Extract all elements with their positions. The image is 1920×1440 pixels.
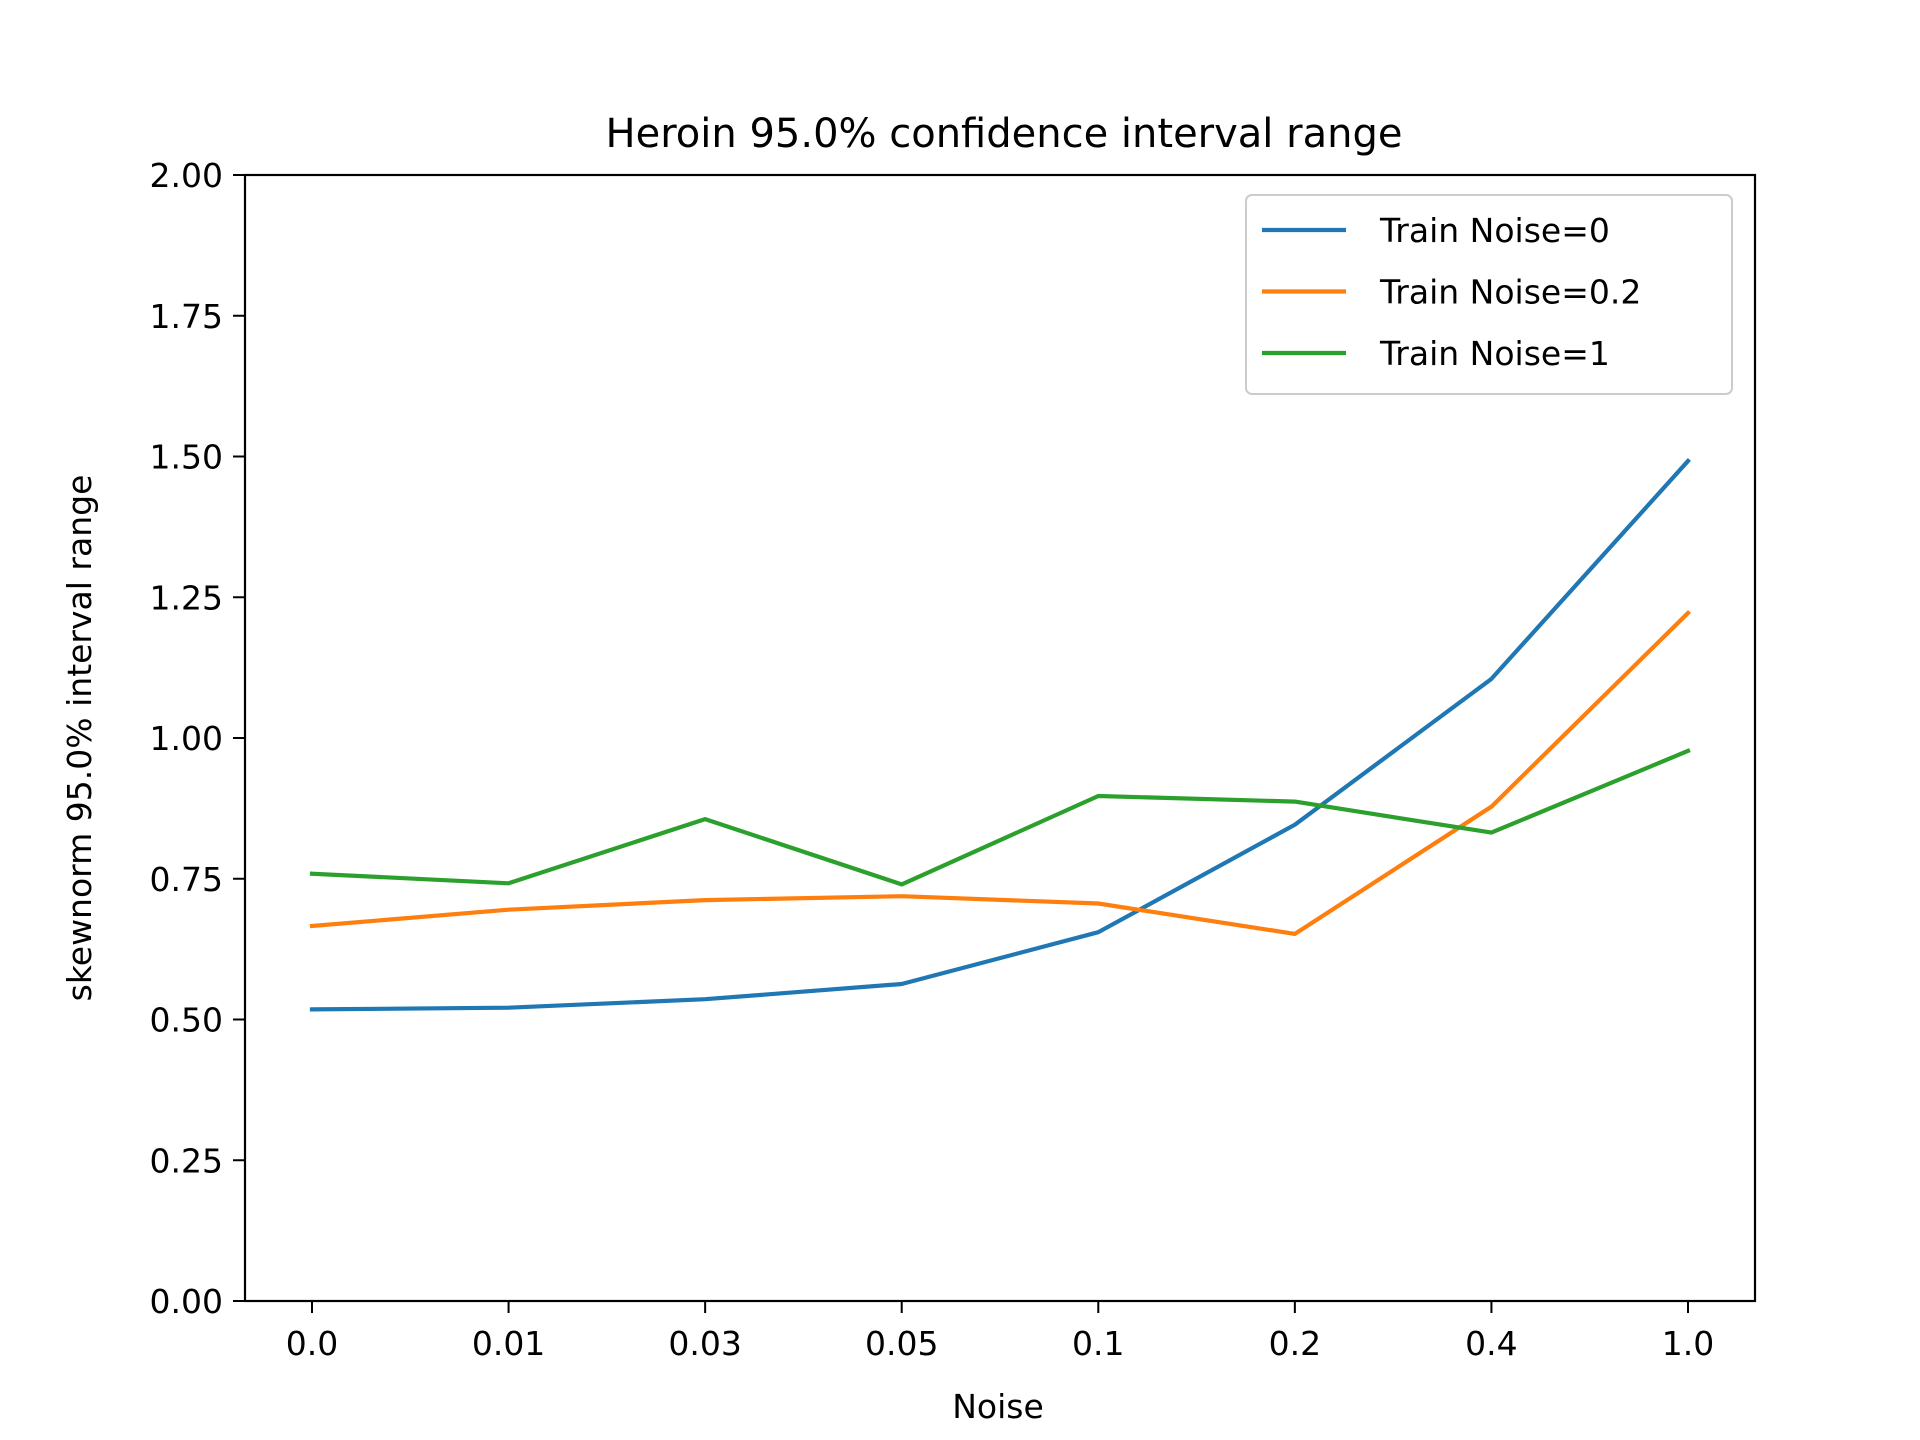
x-tick-label: 0.1 [1072, 1324, 1124, 1363]
x-tick-label: 0.0 [286, 1324, 338, 1363]
series-layer [309, 458, 1691, 1012]
legend: Train Noise=0 Train Noise=0.2 Train Noise=… [1245, 194, 1733, 395]
x-axis: 0.0 0.01 0.03 0.05 0.1 0.2 0.4 1.0 [286, 1301, 1714, 1363]
chart-title: Heroin 95.0% confidence interval range [606, 111, 1403, 157]
legend-label-0: Train Noise=0 [1379, 211, 1610, 250]
x-tick-label: 0.4 [1465, 1324, 1517, 1363]
y-axis-title: skewnorm 95.0% interval range [60, 475, 99, 1002]
y-tick-label: 1.00 [150, 719, 223, 758]
y-tick-label: 1.25 [150, 578, 223, 617]
y-tick-label: 1.50 [150, 438, 223, 477]
y-tick-label: 0.50 [150, 1001, 223, 1040]
legend-entries: Train Noise=0 Train Noise=0.2 Train Noise=… [1262, 211, 1641, 373]
legend-label-1: Train Noise=0.2 [1379, 273, 1641, 312]
y-tick-label: 1.75 [150, 297, 223, 336]
legend-label-2: Train Noise=1 [1379, 334, 1610, 373]
x-tick-label: 0.05 [865, 1324, 938, 1363]
y-tick-label: 2.00 [150, 156, 223, 195]
y-axis: 0.00 0.25 0.50 0.75 1.00 1.25 1.50 1.75 2.00 [150, 156, 245, 1321]
y-tick-label: 0.25 [150, 1141, 223, 1180]
x-tick-label: 1.0 [1662, 1324, 1714, 1363]
y-tick-label: 0.75 [150, 860, 223, 899]
x-tick-label: 0.03 [668, 1324, 741, 1363]
x-axis-title: Noise [952, 1387, 1044, 1426]
x-tick-label: 0.01 [472, 1324, 545, 1363]
y-tick-label: 0.00 [150, 1282, 223, 1321]
x-tick-label: 0.2 [1269, 1324, 1321, 1363]
series-line-2 [309, 748, 1691, 887]
legend-box [1245, 194, 1733, 395]
series-line-0 [309, 458, 1691, 1012]
